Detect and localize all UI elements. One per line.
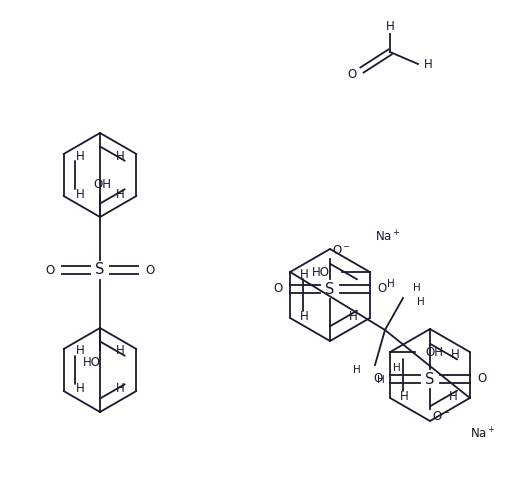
Text: H: H: [451, 348, 460, 361]
Text: H: H: [386, 20, 394, 33]
Text: H: H: [377, 375, 385, 385]
Text: O: O: [274, 283, 282, 296]
Text: H: H: [76, 382, 84, 395]
Text: H: H: [115, 187, 124, 200]
Text: OH: OH: [93, 178, 111, 191]
Text: HO: HO: [83, 356, 101, 369]
Text: H: H: [76, 345, 84, 358]
Text: H: H: [115, 149, 124, 162]
Text: O: O: [45, 264, 55, 277]
Text: H: H: [349, 310, 358, 323]
Text: O: O: [347, 68, 357, 81]
Text: H: H: [115, 382, 124, 395]
Text: H: H: [76, 149, 84, 162]
Text: H: H: [387, 279, 395, 289]
Text: Na$^+$: Na$^+$: [470, 426, 496, 442]
Text: O$^-$: O$^-$: [432, 410, 451, 423]
Text: S: S: [95, 263, 105, 278]
Text: H: H: [400, 389, 409, 402]
Text: H: H: [417, 297, 425, 307]
Text: H: H: [353, 365, 361, 375]
Text: H: H: [115, 345, 124, 358]
Text: O: O: [373, 373, 383, 385]
Text: OH: OH: [425, 346, 443, 359]
Text: O: O: [477, 373, 486, 385]
Text: HO: HO: [312, 266, 330, 279]
Text: O: O: [377, 283, 387, 296]
Text: H: H: [300, 268, 309, 281]
Text: O$^-$: O$^-$: [332, 244, 351, 258]
Text: H: H: [300, 310, 309, 323]
Text: H: H: [449, 389, 458, 402]
Text: H: H: [76, 187, 84, 200]
Text: H: H: [413, 283, 421, 293]
Text: Na$^+$: Na$^+$: [375, 229, 401, 244]
Text: H: H: [424, 58, 432, 71]
Text: S: S: [425, 372, 435, 386]
Text: O: O: [145, 264, 154, 277]
Text: H: H: [393, 363, 401, 373]
Text: S: S: [325, 282, 335, 297]
